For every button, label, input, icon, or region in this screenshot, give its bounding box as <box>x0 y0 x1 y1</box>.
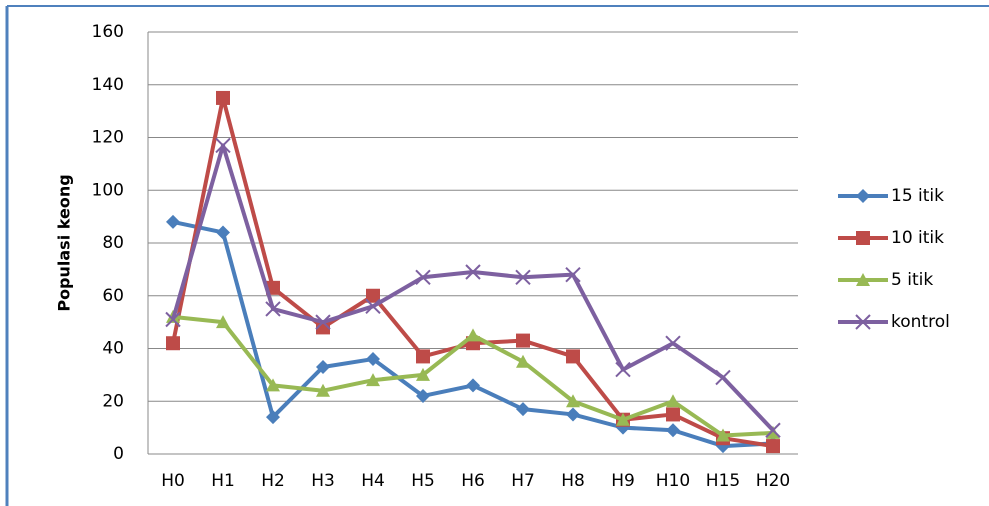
marker <box>366 373 380 387</box>
y-tick-label: 60 <box>102 286 124 306</box>
marker <box>216 225 230 240</box>
marker <box>715 369 731 386</box>
marker <box>856 273 870 286</box>
marker <box>516 354 530 368</box>
x-tick-label: H0 <box>161 471 185 491</box>
y-tick-label: 0 <box>113 444 124 464</box>
marker <box>466 328 480 342</box>
marker <box>515 269 531 285</box>
marker <box>266 378 280 392</box>
marker <box>365 298 381 315</box>
legend-label: kontrol <box>891 312 950 332</box>
marker <box>415 269 431 285</box>
marker <box>666 394 680 408</box>
marker <box>855 314 871 330</box>
marker <box>516 402 530 417</box>
marker <box>465 264 481 280</box>
marker <box>716 428 730 442</box>
y-tick-label: 40 <box>102 339 124 359</box>
marker <box>765 422 781 438</box>
y-axis-label: Populasi keong <box>55 174 74 311</box>
x-tick-label: H9 <box>611 471 635 491</box>
marker <box>856 189 870 203</box>
marker <box>316 320 330 335</box>
marker <box>466 378 480 393</box>
marker <box>265 301 281 317</box>
x-tick-label: H8 <box>561 471 585 491</box>
legend-label: 5 itik <box>891 270 933 290</box>
y-tick-label: 140 <box>92 75 124 95</box>
y-tick-label: 80 <box>102 233 124 253</box>
marker <box>665 335 681 351</box>
marker <box>566 349 580 364</box>
x-tick-label: H2 <box>261 471 285 491</box>
y-tick-label: 20 <box>102 391 124 411</box>
marker <box>766 439 780 454</box>
x-tick-label: H5 <box>411 471 435 491</box>
marker <box>616 412 630 426</box>
x-tick-label: H10 <box>656 471 690 491</box>
marker <box>366 288 380 303</box>
marker <box>416 388 430 403</box>
marker <box>316 383 330 397</box>
marker <box>216 90 230 105</box>
marker <box>166 336 180 351</box>
marker <box>316 359 330 374</box>
marker <box>666 423 680 438</box>
marker <box>216 315 230 329</box>
y-tick-label: 160 <box>92 22 124 42</box>
legend-label: 10 itik <box>891 228 944 248</box>
marker <box>416 367 430 381</box>
x-tick-label: H6 <box>461 471 485 491</box>
x-tick-label: H4 <box>361 471 385 491</box>
x-tick-label: H7 <box>511 471 535 491</box>
x-tick-label: H20 <box>756 471 790 491</box>
marker <box>315 314 331 330</box>
y-tick-label: 100 <box>92 180 124 200</box>
marker <box>516 333 530 348</box>
marker <box>166 214 180 229</box>
marker <box>366 352 380 367</box>
marker <box>566 394 580 408</box>
marker <box>856 231 870 245</box>
marker <box>416 349 430 364</box>
marker <box>266 410 280 425</box>
y-tick-label: 120 <box>92 128 124 148</box>
marker <box>566 407 580 422</box>
marker <box>565 266 581 283</box>
marker <box>766 425 780 439</box>
x-tick-label: H3 <box>311 471 335 491</box>
marker <box>215 137 231 154</box>
x-tick-label: H15 <box>706 471 740 491</box>
marker <box>615 361 631 378</box>
marker <box>666 407 680 422</box>
x-tick-label: H1 <box>211 471 235 491</box>
legend-label: 15 itik <box>891 186 944 206</box>
marker <box>165 311 181 328</box>
